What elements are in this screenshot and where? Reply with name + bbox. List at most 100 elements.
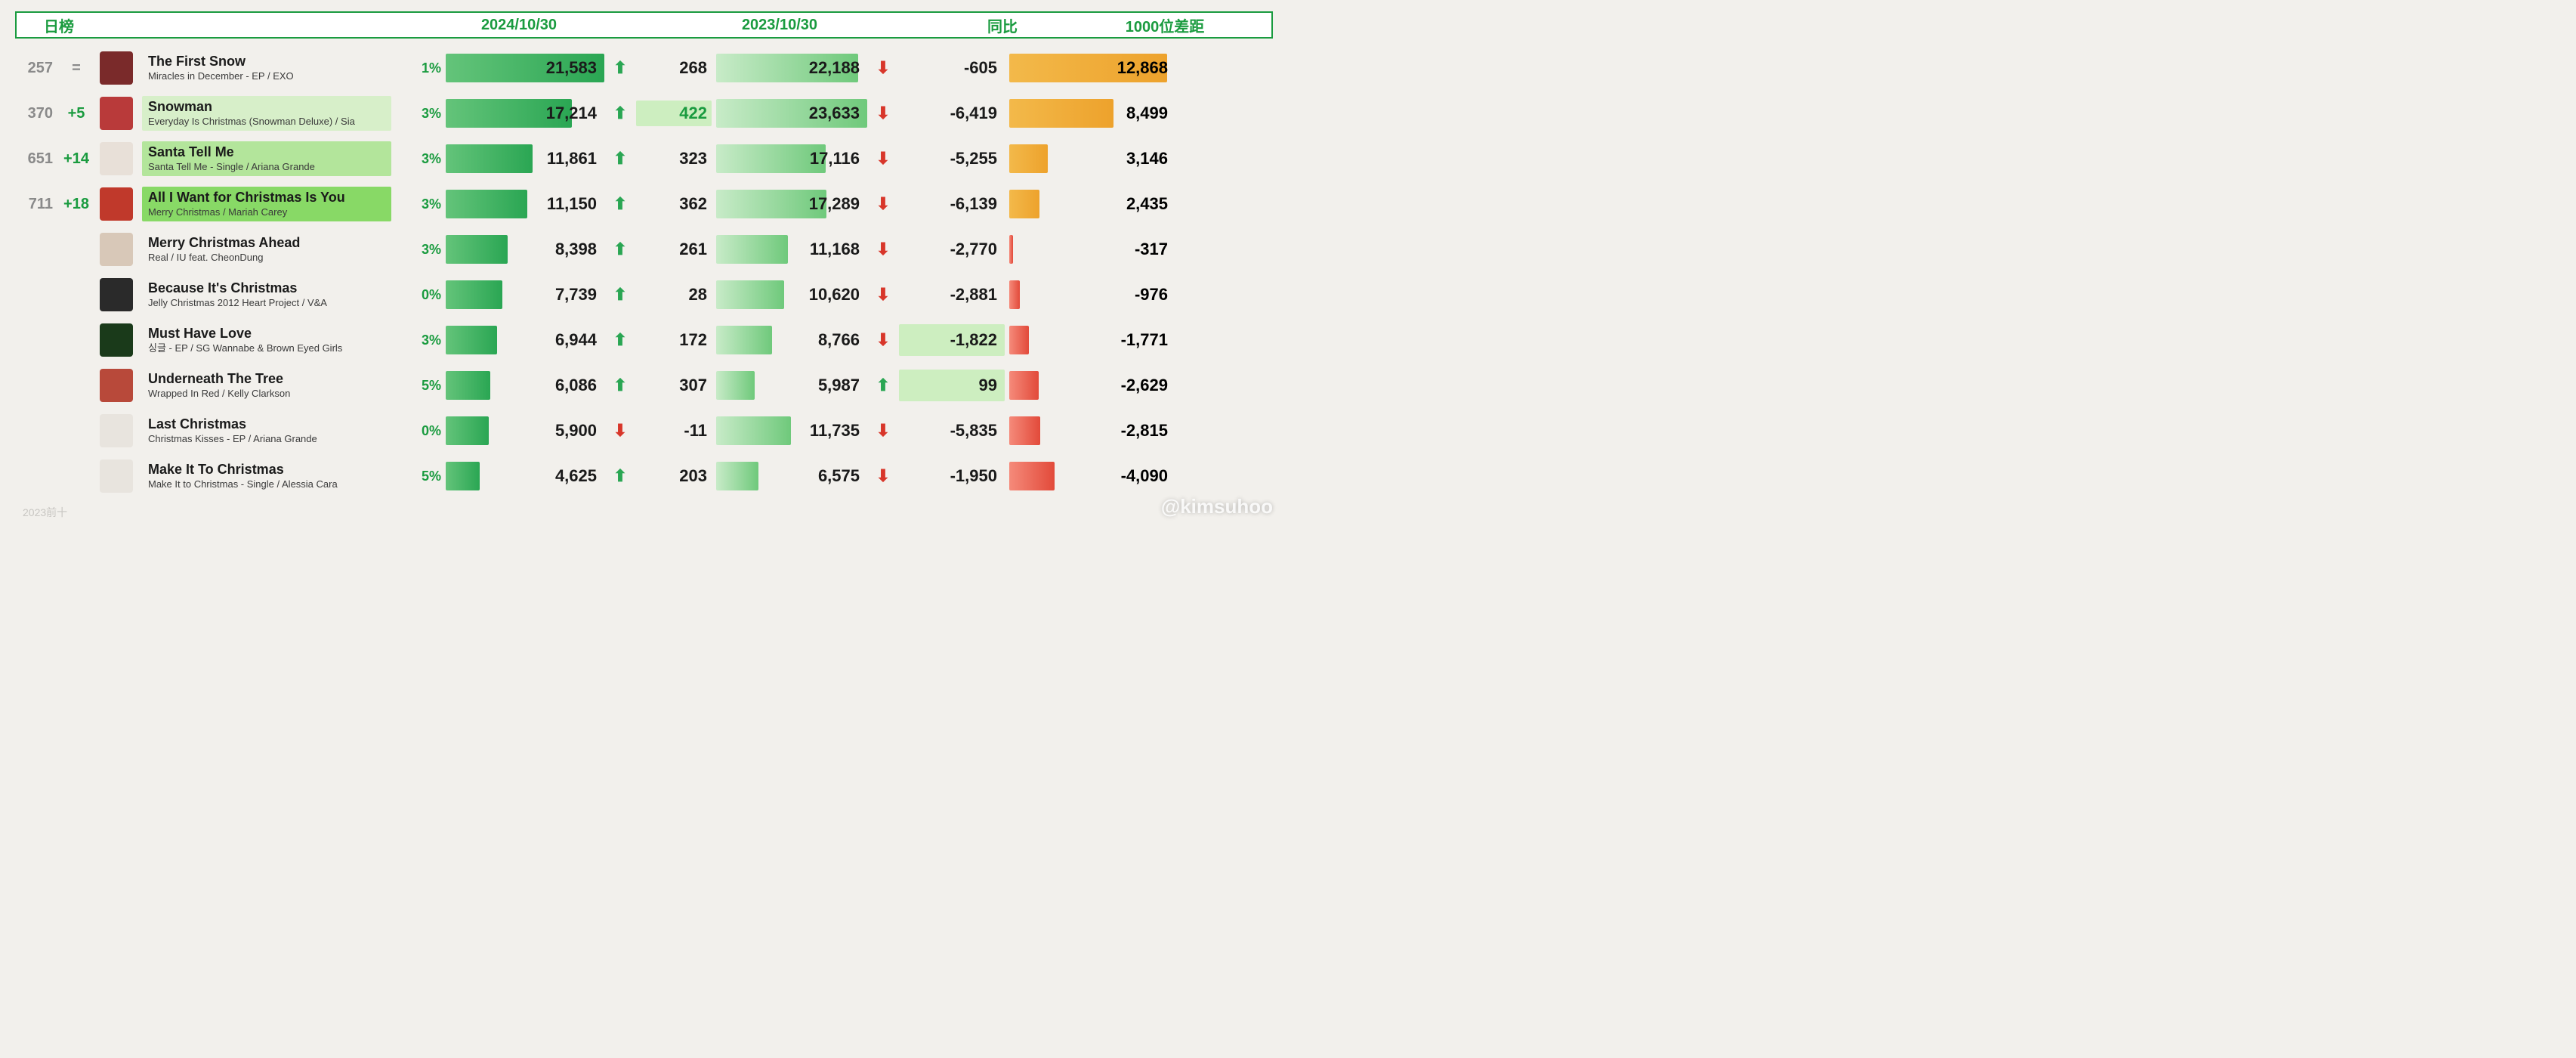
bar-2023: 17,116 <box>716 141 867 176</box>
table-row: 370+5SnowmanEveryday Is Christmas (Snowm… <box>15 93 1273 134</box>
chart-container: 日榜 2024/10/30 2023/10/30 同比 1000位差距 257=… <box>0 0 1288 508</box>
table-row: Last ChristmasChristmas Kisses - EP / Ar… <box>15 410 1273 451</box>
value-2024: 6,944 <box>446 330 604 350</box>
gap-value: 12,868 <box>1009 58 1175 78</box>
value-2024: 4,625 <box>446 466 604 486</box>
yoy-value: 99 <box>899 370 1005 401</box>
value-2024: 5,900 <box>446 421 604 441</box>
arrow-up-icon: ⬆ <box>609 58 632 78</box>
rank-number: 711 <box>15 196 53 213</box>
bar-gap: -4,090 <box>1009 459 1175 493</box>
gap-value: -317 <box>1009 240 1175 259</box>
table-row: Merry Christmas AheadReal / IU feat. Che… <box>15 229 1273 270</box>
day-change: 422 <box>636 101 712 126</box>
bar-2024: 6,944 <box>446 323 604 357</box>
rank-number: 651 <box>15 150 53 168</box>
percent-change: 0% <box>396 423 441 439</box>
bar-2023: 11,168 <box>716 232 867 267</box>
song-title: The First Snow <box>148 54 385 70</box>
day-change: 28 <box>636 285 712 305</box>
rank-change: +14 <box>57 150 95 168</box>
yoy-value: -1,950 <box>899 460 1005 492</box>
yoy-value: -6,419 <box>899 97 1005 129</box>
arrow-up-icon: ⬆ <box>872 376 894 395</box>
bar-gap: 8,499 <box>1009 96 1175 131</box>
gap-value: 8,499 <box>1009 104 1175 123</box>
gap-value: -976 <box>1009 285 1175 305</box>
percent-change: 3% <box>396 196 441 212</box>
rank-change: +18 <box>57 196 95 213</box>
bar-2024: 11,861 <box>446 141 604 176</box>
song-title: Because It's Christmas <box>148 280 385 297</box>
header-title: 日榜 <box>17 14 228 36</box>
bar-2023: 11,735 <box>716 413 867 448</box>
bar-2024: 4,625 <box>446 459 604 493</box>
table-row: 651+14 Santa Tell MeSanta Tell Me - Singl… <box>15 138 1273 179</box>
song-title: Santa Tell Me <box>148 144 385 161</box>
song-subtitle: Make It to Christmas - Single / Alessia … <box>148 478 385 490</box>
song-info: Make It To ChristmasMake It to Christmas… <box>142 459 391 493</box>
day-change: 261 <box>636 240 712 259</box>
day-change: 268 <box>636 58 712 78</box>
table-row: 257=The First SnowMiracles in December -… <box>15 48 1273 88</box>
header-gap: 1000位差距 <box>1067 14 1263 36</box>
gap-value: -1,771 <box>1009 330 1175 350</box>
song-title: Must Have Love <box>148 326 385 342</box>
bar-gap: 3,146 <box>1009 141 1175 176</box>
table-row: Because It's ChristmasJelly Christmas 20… <box>15 274 1273 315</box>
value-2023: 11,168 <box>716 240 867 259</box>
song-info: Merry Christmas AheadReal / IU feat. Che… <box>142 232 391 266</box>
value-2024: 7,739 <box>446 285 604 305</box>
arrow-up-icon: ⬆ <box>609 149 632 169</box>
gap-value: -2,815 <box>1009 421 1175 441</box>
bar-2024: 6,086 <box>446 368 604 403</box>
arrow-down-icon: ⬇ <box>872 330 894 350</box>
table-row: Make It To ChristmasMake It to Christmas… <box>15 456 1273 497</box>
arrow-down-icon: ⬇ <box>872 240 894 259</box>
yoy-value: -6,139 <box>899 188 1005 220</box>
header-current: 2024/10/30 <box>432 17 606 34</box>
day-change: 323 <box>636 149 712 169</box>
percent-change: 3% <box>396 151 441 167</box>
arrow-up-icon: ⬆ <box>609 104 632 123</box>
song-title: All I Want for Christmas Is You <box>148 190 385 206</box>
arrow-down-icon: ⬇ <box>872 104 894 123</box>
song-subtitle: 싱글 - EP / SG Wannabe & Brown Eyed Girls <box>148 342 385 354</box>
song-info: All I Want for Christmas Is YouMerry Chr… <box>142 187 391 221</box>
album-art <box>100 142 133 175</box>
song-info: Santa Tell MeSanta Tell Me - Single / Ar… <box>142 141 391 175</box>
song-subtitle: Santa Tell Me - Single / Ariana Grande <box>148 161 385 173</box>
day-change: 362 <box>636 194 712 214</box>
value-2023: 22,188 <box>716 58 867 78</box>
rank-change: +5 <box>57 105 95 122</box>
value-2023: 10,620 <box>716 285 867 305</box>
header-prev: 2023/10/30 <box>704 17 855 34</box>
yoy-value: -5,835 <box>899 415 1005 447</box>
percent-change: 0% <box>396 287 441 303</box>
arrow-down-icon: ⬇ <box>872 421 894 441</box>
bar-2024: 5,900 <box>446 413 604 448</box>
footer-mark: 2023前十 <box>23 505 67 520</box>
song-title: Snowman <box>148 99 385 116</box>
album-art <box>100 187 133 221</box>
rank-change: = <box>57 60 95 77</box>
bar-2024: 7,739 <box>446 277 604 312</box>
value-2024: 17,214 <box>446 104 604 123</box>
value-2024: 21,583 <box>446 58 604 78</box>
arrow-down-icon: ⬇ <box>872 194 894 214</box>
percent-change: 5% <box>396 469 441 484</box>
bar-2023: 10,620 <box>716 277 867 312</box>
header-yoy: 同比 <box>938 14 1067 36</box>
bar-gap: -976 <box>1009 277 1175 312</box>
bar-gap: 2,435 <box>1009 187 1175 221</box>
arrow-down-icon: ⬇ <box>872 285 894 305</box>
header-row: 日榜 2024/10/30 2023/10/30 同比 1000位差距 <box>15 11 1273 39</box>
album-art <box>100 233 133 266</box>
arrow-down-icon: ⬇ <box>609 421 632 441</box>
album-art <box>100 97 133 130</box>
album-art <box>100 323 133 357</box>
table-row: Underneath The TreeWrapped In Red / Kell… <box>15 365 1273 406</box>
song-subtitle: Everyday Is Christmas (Snowman Deluxe) /… <box>148 116 385 128</box>
song-title: Underneath The Tree <box>148 371 385 388</box>
value-2023: 11,735 <box>716 421 867 441</box>
